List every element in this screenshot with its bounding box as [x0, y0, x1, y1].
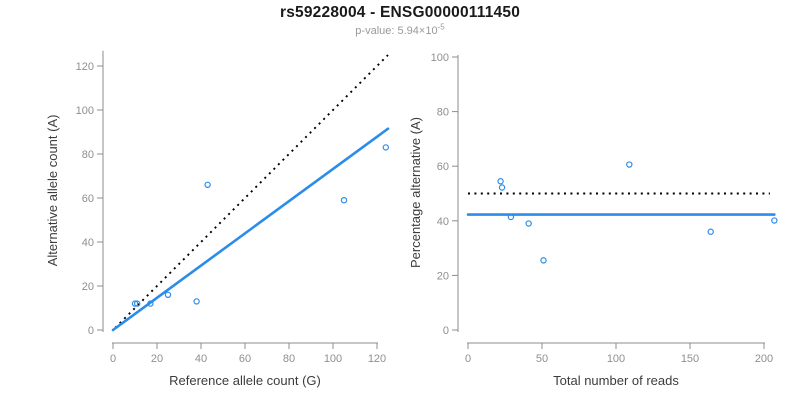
y-tick-label: 80	[82, 149, 94, 161]
data-point	[707, 228, 714, 235]
charts-container: 0 20 40 60 80 100 120 0 20 40 60 80 100 120 Reference …	[0, 45, 800, 400]
y-axis-title: Percentage alternative (A)	[408, 117, 423, 268]
x-tick-label: 40	[195, 353, 207, 365]
data-point	[497, 178, 504, 185]
data-point	[507, 213, 515, 221]
pvalue-text: p-value: 5.94×10	[355, 25, 438, 37]
data-point	[498, 184, 506, 191]
figure-title: rs59228004 - ENSG00000111450	[279, 4, 521, 21]
y-tick-label: 40	[437, 216, 449, 228]
x-axis-title: Reference allele count (G)	[169, 373, 321, 388]
y-tick-label: 60	[437, 161, 449, 173]
data-point	[147, 300, 154, 307]
y-tick-label: 0	[443, 325, 449, 337]
y-tick-label: 60	[82, 193, 94, 205]
reference-line	[114, 54, 389, 329]
data-point	[626, 161, 633, 168]
x-tick-label: 150	[681, 353, 699, 365]
data-point	[164, 291, 172, 298]
x-tick-label: 60	[239, 353, 251, 365]
data-point	[525, 220, 532, 227]
x-tick-label: 50	[536, 353, 548, 365]
left-scatter-plot: 0 20 40 60 80 100 120 0 20 40 60 80 100 120 Reference …	[45, 50, 390, 388]
fit-line	[111, 127, 390, 332]
x-tick-label: 100	[324, 353, 342, 365]
data-point	[133, 300, 141, 307]
right-scatter-plot: 0 20 40 60 80 100 0 50 100 150 200 Total number of …	[408, 52, 778, 388]
data-point	[340, 196, 348, 204]
figure-subtitle: p-value: 5.94×10-5	[0, 22, 800, 37]
x-tick-label: 120	[368, 353, 386, 365]
y-tick-label: 100	[431, 52, 449, 64]
data-point	[193, 298, 200, 305]
x-tick-label: 100	[607, 353, 625, 365]
data-point	[131, 300, 139, 307]
data-point	[204, 181, 211, 188]
y-axis-title: Alternative allele count (A)	[45, 115, 60, 267]
y-tick-label: 80	[437, 107, 449, 119]
data-point	[771, 217, 778, 224]
y-tick-label: 40	[82, 237, 94, 249]
y-tick-label: 20	[437, 270, 449, 282]
y-tick-label: 100	[76, 105, 94, 117]
x-tick-label: 200	[755, 353, 773, 365]
pvalue-exponent: -5	[437, 22, 445, 32]
x-tick-label: 20	[151, 353, 163, 365]
x-tick-label: 80	[283, 353, 295, 365]
x-tick-label: 0	[465, 353, 471, 365]
y-tick-label: 120	[76, 61, 94, 73]
data-point	[382, 144, 389, 151]
y-tick-label: 0	[88, 325, 94, 337]
data-point	[540, 257, 547, 264]
y-tick-label: 20	[82, 281, 94, 293]
x-axis-title: Total number of reads	[553, 373, 679, 388]
x-tick-label: 0	[110, 353, 116, 365]
